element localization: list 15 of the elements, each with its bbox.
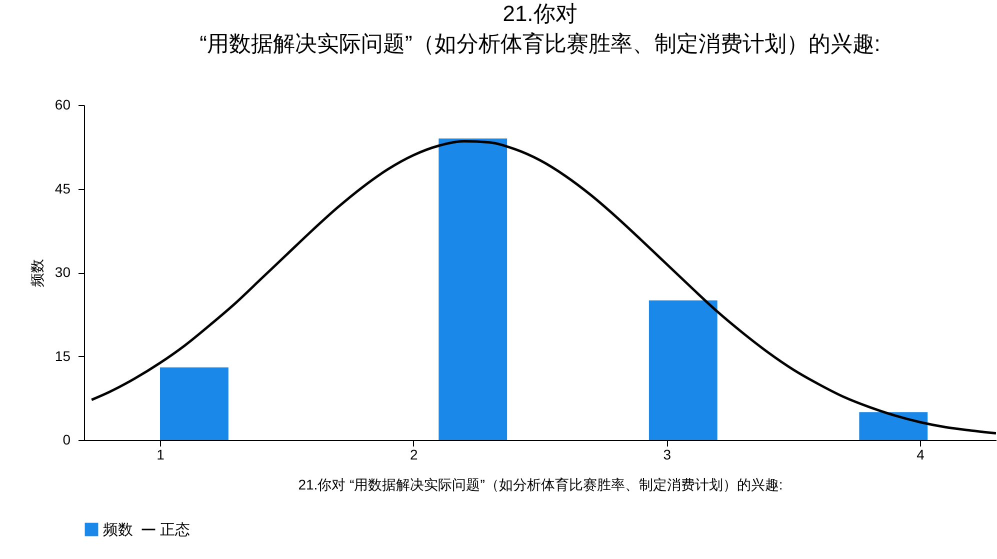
y-tick-label: 60 [54,96,71,112]
x-axis-title: 21.你对 “用数据解决实际问题”（如分析体育比赛胜率、制定消费计划）的兴趣: [298,476,783,492]
y-tick-label: 0 [62,432,71,448]
legend-label: 正态 [160,522,190,538]
chart-title: 21.你对 “用数据解决实际问题”（如分析体育比赛胜率、制定消费计划）的兴趣: [200,1,880,56]
y-axis-title: 频数 [28,259,45,287]
x-tick-label: 2 [410,446,418,462]
y-tick-label: 30 [54,264,71,280]
x-tick-label: 3 [663,446,672,462]
x-tick-label: 1 [156,446,165,462]
line-series [90,140,996,435]
y-tick-label: 45 [54,180,71,196]
y-tick-label: 15 [54,348,71,364]
x-tick-label: 4 [916,446,925,462]
legend-label: 频数 [103,522,133,538]
